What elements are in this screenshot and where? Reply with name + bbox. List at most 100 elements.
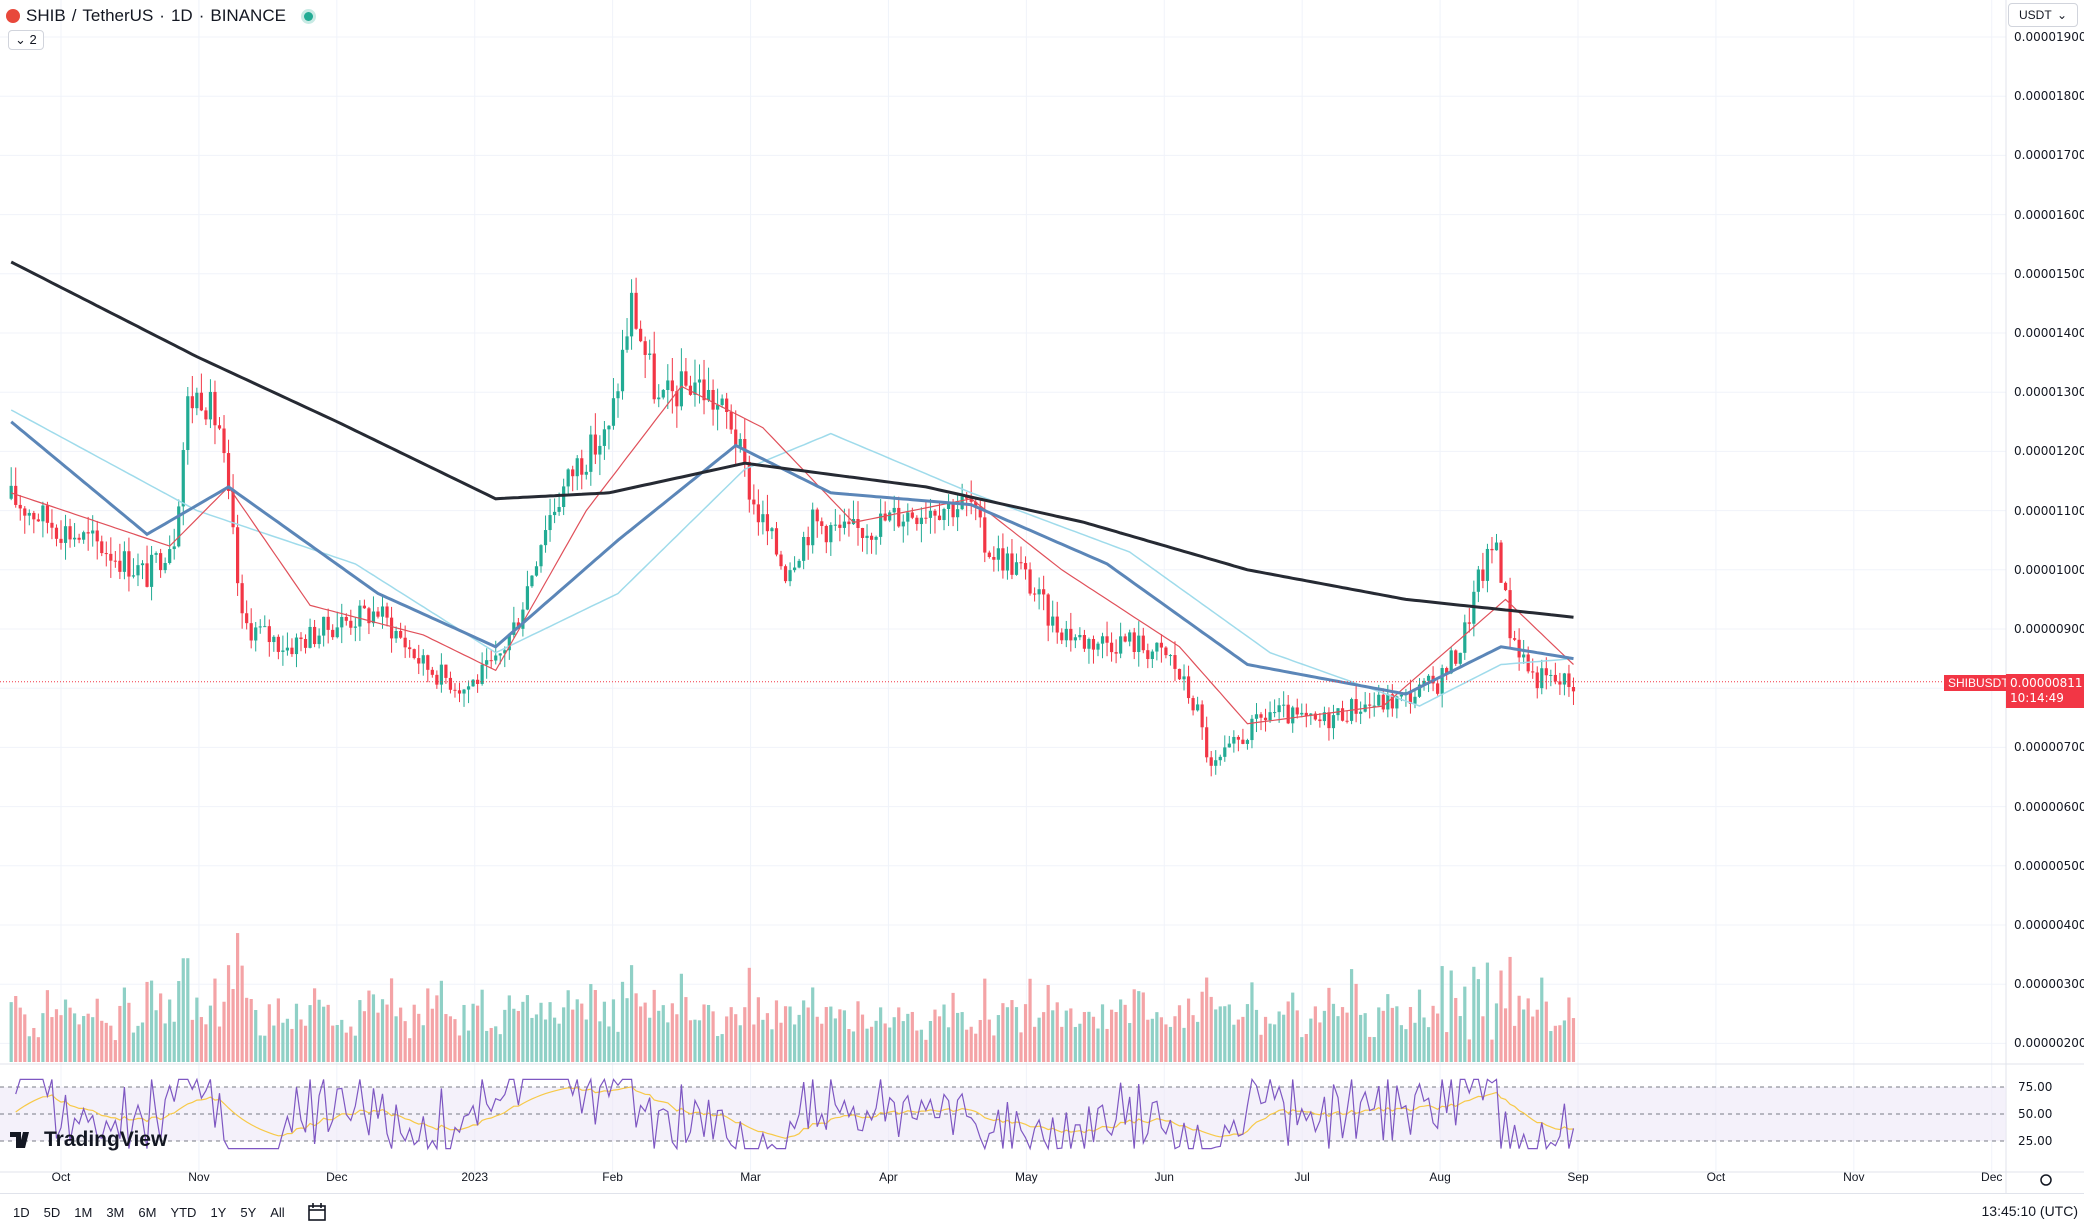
- volume-bar: [1390, 1007, 1394, 1062]
- range-button-ytd[interactable]: YTD: [170, 1204, 197, 1220]
- price-tick-label: 0.00001300: [2014, 385, 2084, 400]
- candle-body: [222, 428, 226, 454]
- candle-body: [869, 535, 874, 540]
- candle-body: [1023, 563, 1028, 570]
- range-button-all[interactable]: All: [270, 1204, 285, 1220]
- volume-bar: [548, 1002, 552, 1062]
- candle-body: [131, 575, 136, 577]
- candle-body: [1544, 668, 1548, 676]
- candle-body: [883, 513, 887, 521]
- volume-bar: [1318, 1022, 1322, 1062]
- volume-bar: [883, 1023, 887, 1062]
- volume-bar: [240, 965, 244, 1062]
- candle-body: [267, 626, 271, 643]
- volume-bar: [376, 1012, 380, 1062]
- candle-body: [113, 560, 117, 562]
- candle-body: [1286, 704, 1290, 724]
- settings-gear-icon[interactable]: [2040, 1174, 2052, 1186]
- candle-body: [1019, 562, 1023, 564]
- range-button-3m[interactable]: 3M: [106, 1204, 125, 1220]
- candle-body: [394, 630, 398, 639]
- volume-bar: [1436, 1013, 1440, 1062]
- candle-body: [996, 548, 1000, 560]
- volume-bar: [1250, 982, 1254, 1062]
- candle-body: [639, 328, 643, 342]
- candle-body: [335, 627, 339, 638]
- volume-bar: [956, 1012, 960, 1062]
- volume-bar: [888, 1027, 892, 1062]
- symbol-name[interactable]: SHIB: [26, 6, 66, 25]
- range-button-1y[interactable]: 1Y: [210, 1204, 227, 1220]
- candle-body: [711, 389, 715, 410]
- calendar-icon[interactable]: [306, 1202, 328, 1222]
- volume-bar: [426, 988, 430, 1062]
- candle-body: [720, 398, 724, 406]
- candle-body: [915, 517, 919, 525]
- indicators-collapse-button[interactable]: ⌄ 2: [8, 30, 44, 50]
- volume-bar: [820, 1023, 824, 1062]
- volume-bar: [1526, 998, 1530, 1062]
- ma20-line: [10, 385, 1574, 725]
- volume-bar: [1114, 1012, 1118, 1062]
- candle-body: [734, 429, 738, 448]
- candle-body: [652, 353, 656, 400]
- candle-body: [100, 541, 104, 554]
- price-tick-label: 0.00001700: [2014, 148, 2084, 163]
- volume-bar: [444, 1014, 448, 1062]
- utc-clock[interactable]: 13:45:10 (UTC): [1981, 1203, 2078, 1219]
- candle-body: [163, 563, 167, 571]
- candle-body: [159, 553, 163, 571]
- volume-bar: [829, 1006, 833, 1062]
- volume-bar: [1263, 1016, 1268, 1062]
- volume-bar: [32, 1027, 36, 1062]
- interval[interactable]: 1D: [170, 6, 193, 25]
- market-status-icon: [303, 11, 313, 21]
- candle-body: [987, 552, 991, 557]
- time-tick-label: Dec: [1981, 1170, 2002, 1184]
- volume-bar: [222, 1001, 226, 1062]
- volume-bar: [485, 1030, 489, 1062]
- candle-body: [566, 469, 570, 487]
- candle-body: [525, 586, 530, 610]
- volume-bar: [489, 1027, 493, 1062]
- volume-bar: [1368, 1036, 1372, 1062]
- volume-bar: [670, 1003, 674, 1062]
- volume-bar: [448, 1016, 453, 1062]
- candle-body: [77, 537, 81, 540]
- candle-body: [1259, 714, 1263, 718]
- rsi-level-label: 25.00: [2018, 1134, 2052, 1148]
- candle-body: [322, 616, 326, 636]
- range-button-5d[interactable]: 5D: [43, 1204, 61, 1220]
- candle-body: [716, 405, 720, 410]
- volume-bar: [516, 1010, 520, 1062]
- candle-body: [1490, 548, 1494, 551]
- candle-body: [761, 514, 765, 523]
- volume-bar: [702, 1004, 706, 1062]
- ma100-line: [10, 409, 1574, 707]
- candle-body: [1322, 712, 1327, 722]
- candle-body: [774, 528, 779, 555]
- volume-bar: [616, 1031, 620, 1062]
- volume-bar: [1091, 1016, 1096, 1062]
- candle-body: [1214, 760, 1218, 766]
- range-button-6m[interactable]: 6M: [138, 1204, 157, 1220]
- brand-name: TradingView: [44, 1128, 168, 1151]
- volume-bar: [457, 1035, 462, 1062]
- candle-body: [54, 527, 59, 539]
- candle-body: [498, 653, 502, 656]
- candle-body: [403, 637, 407, 648]
- range-button-1m[interactable]: 1M: [74, 1204, 93, 1220]
- candle-body: [1485, 548, 1490, 581]
- candle-body: [1100, 636, 1105, 644]
- volume-bar: [149, 980, 154, 1062]
- volume-bar: [711, 1011, 715, 1062]
- range-button-5y[interactable]: 5Y: [240, 1204, 257, 1220]
- currency-selector[interactable]: USDT ⌄: [2008, 3, 2078, 27]
- volume-bar: [969, 1026, 973, 1062]
- range-button-1d[interactable]: 1D: [13, 1204, 30, 1220]
- volume-bar: [1191, 1015, 1195, 1062]
- candle-body: [18, 504, 22, 509]
- candle-body: [1064, 628, 1068, 641]
- volume-bar: [725, 1016, 729, 1062]
